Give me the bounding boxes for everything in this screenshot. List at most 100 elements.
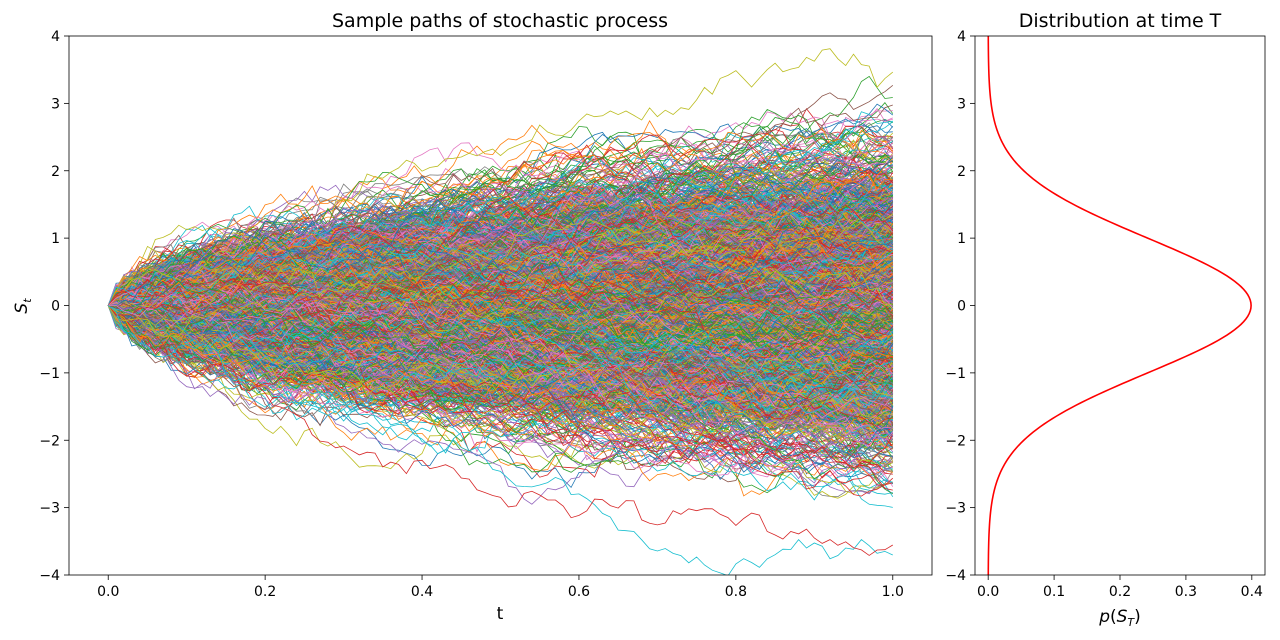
paths-y-tick-label: 0: [51, 299, 60, 315]
paths-y-tick-label: 3: [51, 96, 60, 112]
sample-path: [108, 154, 893, 306]
sample-path: [107, 260, 893, 378]
sample-path: [107, 295, 893, 441]
sample-path: [107, 212, 894, 306]
distribution-y-tick-label: 1: [957, 231, 966, 247]
distribution-y-tick-label: 0: [957, 299, 966, 315]
sample-path: [107, 305, 894, 472]
sample-path: [108, 298, 893, 371]
distribution-x-ticks: 0.0 0.1 0.2 0.3 0.4: [977, 575, 1263, 600]
distribution-x-tick-label: 0.4: [1241, 584, 1263, 600]
distribution-y-tick-label: 2: [957, 164, 966, 180]
sample-path: [108, 195, 893, 340]
paths-x-axis-label: t: [497, 604, 504, 624]
sample-path: [107, 158, 894, 306]
sample-path: [107, 305, 893, 365]
distribution-y-tick-label: −3: [945, 501, 966, 517]
sample-path: [108, 288, 894, 419]
sample-path: [108, 238, 893, 341]
distribution-x-tick-label: 0.2: [1109, 584, 1131, 600]
sample-path: [107, 299, 894, 370]
paths-x-tick-label: 0.4: [411, 584, 433, 600]
distribution-y-tick-label: −4: [945, 568, 966, 584]
density-curve: [987, 36, 1252, 575]
sample-path: [107, 250, 894, 372]
sample-path: [107, 305, 893, 491]
sample-path: [107, 305, 893, 404]
sample-path: [108, 136, 894, 308]
sample-path: [108, 305, 893, 575]
sample-path: [108, 284, 893, 343]
distribution-y-tick-label: 4: [957, 29, 966, 45]
sample-path: [108, 301, 893, 417]
sample-path: [108, 225, 894, 322]
sample-path: [108, 109, 894, 309]
sample-path: [108, 299, 894, 498]
sample-path: [107, 254, 893, 349]
sample-path: [108, 128, 894, 309]
distribution-x-tick-label: 0.0: [977, 584, 999, 600]
sample-path: [108, 293, 893, 372]
paths-title: Sample paths of stochastic process: [332, 10, 668, 32]
distribution-y-tick-label: −1: [945, 366, 966, 382]
paths-y-ticks: −4 −3 −2 −1 0 1 2 3 4: [39, 29, 69, 584]
sample-path: [107, 270, 893, 326]
paths-y-tick-label: −1: [39, 366, 60, 382]
sample-path: [107, 225, 893, 343]
sample-path: [108, 262, 894, 350]
paths-y-tick-label: 1: [51, 231, 60, 247]
sample-path: [108, 269, 894, 356]
sample-path: [108, 228, 894, 360]
sample-path: [108, 159, 894, 309]
paths-y-tick-label: −4: [39, 568, 60, 584]
sample-path: [107, 254, 893, 337]
paths-y-tick-label: 4: [51, 29, 60, 45]
sample-path: [108, 243, 894, 346]
sample-path: [108, 281, 894, 383]
sample-path: [108, 283, 894, 349]
sample-paths: [107, 48, 894, 575]
sample-path: [108, 285, 893, 463]
sample-path: [107, 256, 893, 335]
distribution-y-tick-label: −2: [945, 433, 966, 449]
sample-path: [108, 259, 894, 333]
paths-x-tick-label: 0.2: [254, 584, 276, 600]
sample-path: [108, 219, 894, 308]
distribution-y-tick-label: 3: [957, 96, 966, 112]
distribution-panel: Distribution at time T p(ST) 0.0 0.1 0.2 0.…: [945, 10, 1266, 629]
sample-path: [108, 304, 894, 556]
sample-path: [108, 264, 894, 348]
distribution-x-tick-label: 0.3: [1175, 584, 1197, 600]
sample-path: [107, 265, 894, 371]
distribution-plot-frame: [974, 35, 1266, 576]
sample-path: [107, 305, 894, 367]
sample-path: [107, 294, 894, 422]
sample-path: [107, 305, 893, 407]
sample-path: [107, 284, 893, 400]
sample-path: [107, 257, 894, 318]
paths-panel: Sample paths of stochastic process t St …: [12, 10, 933, 624]
paths-x-tick-label: 1.0: [882, 584, 904, 600]
sample-path: [108, 234, 893, 307]
sample-path: [108, 226, 894, 346]
paths-y-tick-label: −3: [39, 501, 60, 517]
sample-path: [107, 137, 894, 325]
sample-path: [107, 48, 894, 306]
sample-path: [108, 302, 894, 376]
paths-y-axis-label: St: [12, 298, 34, 314]
sample-path: [108, 302, 893, 468]
paths-x-tick-label: 0.8: [725, 584, 747, 600]
paths-x-ticks: 0.0 0.2 0.4 0.6 0.8 1.0: [97, 575, 904, 600]
distribution-title: Distribution at time T: [1019, 10, 1222, 32]
paths-y-tick-label: 2: [51, 164, 60, 180]
sample-path: [107, 266, 893, 344]
sample-path: [108, 180, 894, 306]
sample-path: [108, 195, 894, 339]
sample-path: [107, 277, 894, 373]
distribution-x-tick-label: 0.1: [1043, 584, 1065, 600]
paths-x-tick-label: 0.0: [97, 584, 119, 600]
paths-y-tick-label: −2: [39, 433, 60, 449]
distribution-y-ticks: −4 −3 −2 −1 0 1 2 3 4: [945, 29, 975, 584]
sample-path: [108, 188, 893, 310]
